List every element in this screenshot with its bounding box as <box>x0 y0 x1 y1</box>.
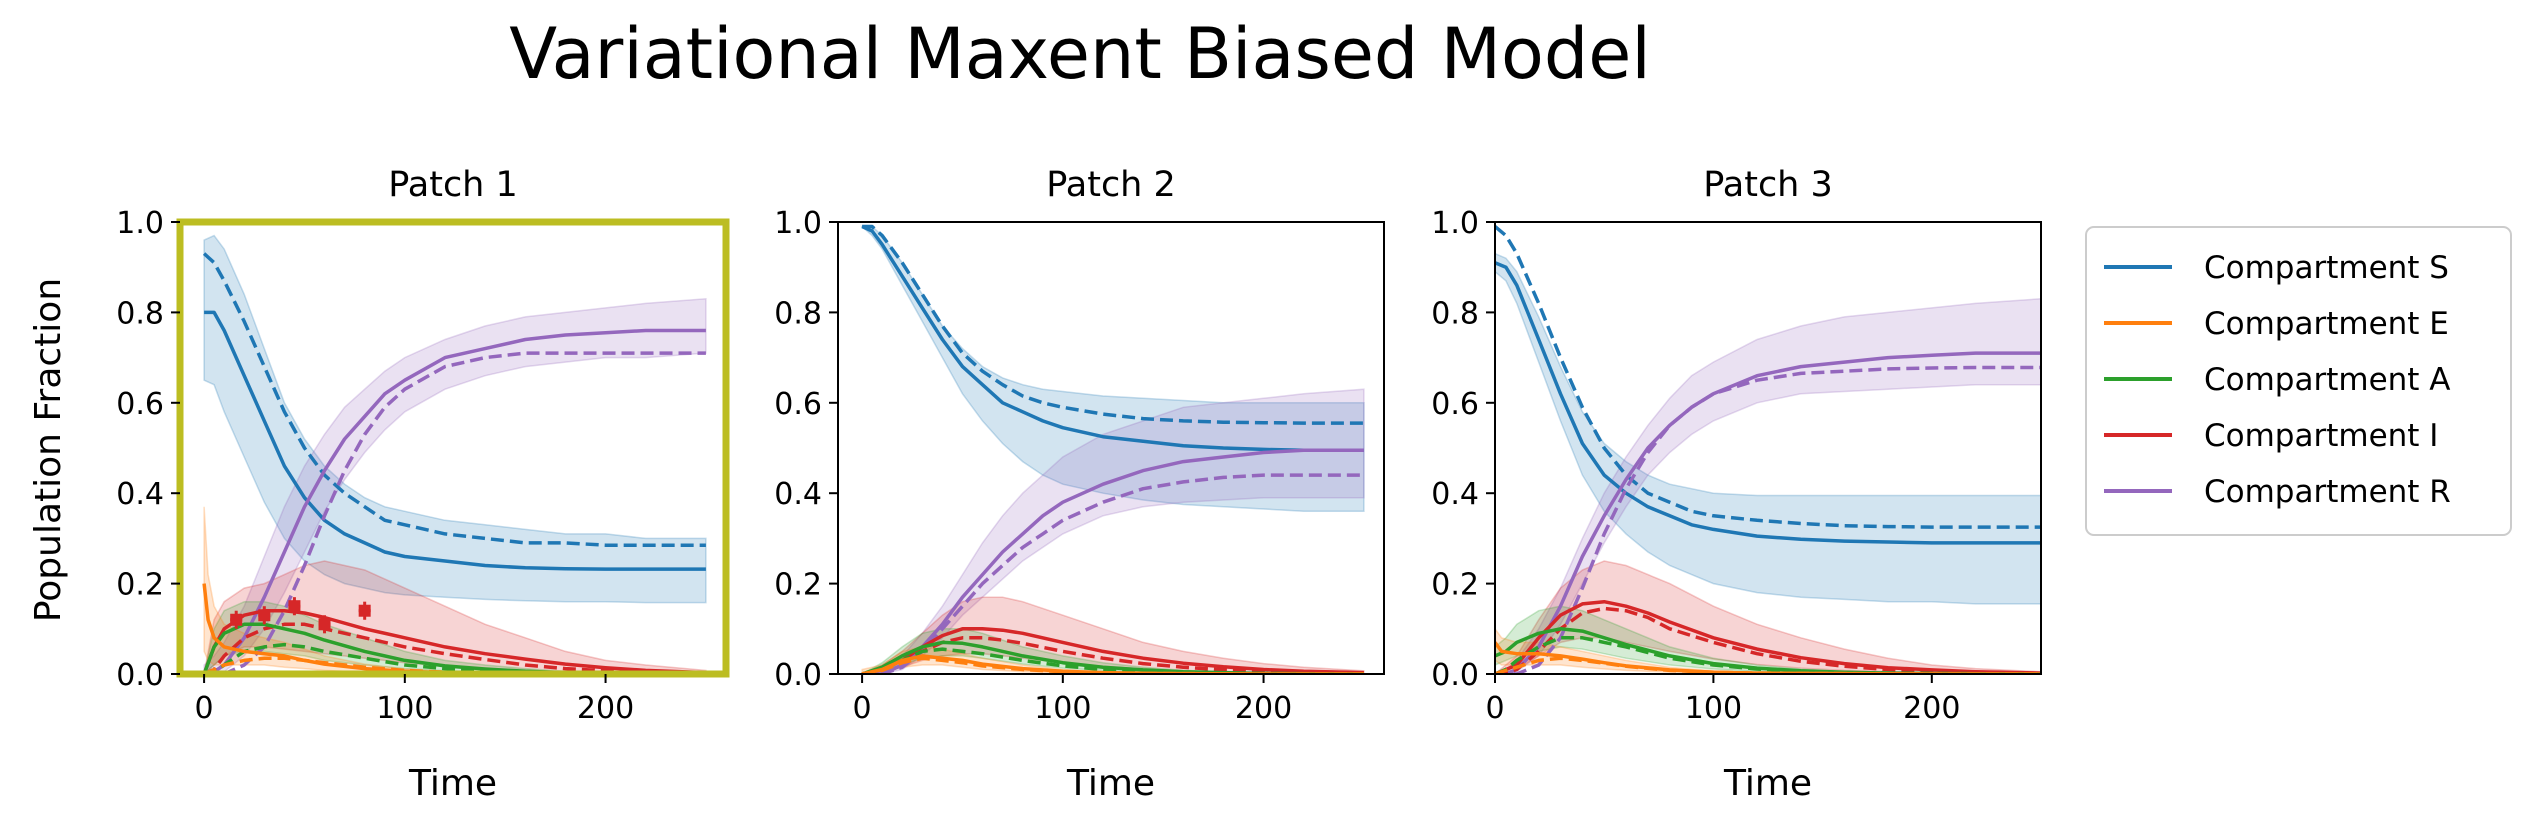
plot-area <box>202 234 707 674</box>
band-S-solid <box>860 225 1365 513</box>
x-axis-label: Time <box>408 763 497 804</box>
line-I-dashed <box>203 622 706 674</box>
y-tick-label: 0.2 <box>116 568 164 603</box>
band-S-solid <box>1495 252 2041 605</box>
x-tick-label: 200 <box>1903 691 1960 726</box>
y-tick-label: 0.6 <box>116 387 164 422</box>
panel-title: Patch 3 <box>1703 165 1833 205</box>
x-axis-label: Time <box>1723 763 1812 804</box>
y-tick-label: 0.0 <box>1431 658 1479 693</box>
legend-entry-A: Compartment A <box>2104 362 2451 398</box>
axes-frame <box>837 221 1385 675</box>
panel-title: Patch 1 <box>388 165 518 205</box>
observation-point <box>358 601 371 620</box>
y-tick-label: 0.2 <box>1431 568 1479 603</box>
line-R-dashed <box>204 351 706 674</box>
legend-entry-I: Compartment I <box>2104 418 2438 454</box>
x-axis-label: Time <box>1066 763 1155 804</box>
x-tick-label: 200 <box>1235 691 1292 726</box>
legend-entry-S: Compartment S <box>2104 250 2449 286</box>
x-tick-label: 0 <box>1485 691 1504 726</box>
y-tick-label: 0.4 <box>1431 477 1479 512</box>
line-S-solid <box>861 224 1364 453</box>
x-tick-label: 0 <box>853 691 872 726</box>
line-R-dashed <box>1495 365 2041 674</box>
line-E-dashed <box>1495 656 2041 674</box>
legend-label: Compartment S <box>2204 250 2449 286</box>
y-tick-label: 0.8 <box>116 296 164 331</box>
line-S-solid <box>204 310 706 571</box>
y-tick-label: 0.2 <box>774 568 822 603</box>
band-E-solid <box>1495 627 2041 674</box>
line-S-dashed <box>202 252 706 547</box>
observation-point <box>288 597 301 616</box>
line-R-solid <box>1495 351 2041 674</box>
line-S-solid <box>1495 261 2041 545</box>
panel-2: 0 100 200 0.0 0.2 0.4 0.6 0.8 1.0 Patch 2 Time <box>774 165 1385 804</box>
legend-label: Compartment A <box>2204 362 2451 398</box>
x-tick-label: 200 <box>577 691 634 726</box>
panel-1: 0 100 200 0.0 0.2 0.4 0.6 0.8 1.0 Patch 1 Time <box>116 165 730 804</box>
band-R-solid <box>861 388 1365 674</box>
axes-frame <box>1494 221 2042 675</box>
line-S-dashed <box>1495 225 2041 529</box>
legend-entry-E: Compartment E <box>2104 306 2449 342</box>
panels: 0 100 200 0.0 0.2 0.4 0.6 0.8 1.0 Patch 1 Time 0 100… <box>116 165 2042 804</box>
y-tick-label: 0.0 <box>774 658 822 693</box>
x-tick-label: 100 <box>376 691 433 726</box>
band-A-solid <box>1495 605 2041 674</box>
observation-point <box>318 615 331 634</box>
y-tick-label: 0.0 <box>116 658 164 693</box>
y-tick-label: 1.0 <box>1431 206 1479 241</box>
plot-area <box>1495 225 2041 674</box>
highlight-frame <box>176 218 730 678</box>
legend: Compartment S Compartment E Compartment A C… <box>2085 226 2512 536</box>
y-tick-label: 0.8 <box>774 296 822 331</box>
x-tick-label: 0 <box>195 691 214 726</box>
legend-label: Compartment E <box>2204 306 2449 342</box>
y-tick-label: 0.4 <box>116 477 164 512</box>
legend-entry-R: Compartment R <box>2104 474 2451 510</box>
y-tick-label: 1.0 <box>116 206 164 241</box>
observation-point <box>230 610 243 629</box>
observation-point <box>258 606 271 625</box>
y-tick-label: 0.8 <box>1431 296 1479 331</box>
x-tick-label: 100 <box>1034 691 1091 726</box>
legend-label: Compartment I <box>2204 418 2438 454</box>
band-A-solid <box>861 628 1364 674</box>
line-R-solid <box>203 328 706 674</box>
line-I-dashed <box>1495 606 2041 674</box>
figure-title: Variational Maxent Biased Model <box>509 13 1651 95</box>
x-tick-label: 100 <box>1685 691 1742 726</box>
band-S-solid <box>203 234 707 604</box>
line-S-dashed <box>862 224 1364 425</box>
y-axis-label: Population Fraction <box>28 278 69 622</box>
y-tick-label: 0.6 <box>774 387 822 422</box>
panel-3: 0 100 200 0.0 0.2 0.4 0.6 0.8 1.0 Patch 3 Time <box>1431 165 2042 804</box>
plot-area <box>860 224 1365 674</box>
y-tick-label: 0.6 <box>1431 387 1479 422</box>
legend-frame <box>2085 226 2512 536</box>
y-tick-label: 1.0 <box>774 206 822 241</box>
y-tick-label: 0.4 <box>774 477 822 512</box>
panel-title: Patch 2 <box>1046 165 1176 205</box>
legend-label: Compartment R <box>2204 474 2451 510</box>
